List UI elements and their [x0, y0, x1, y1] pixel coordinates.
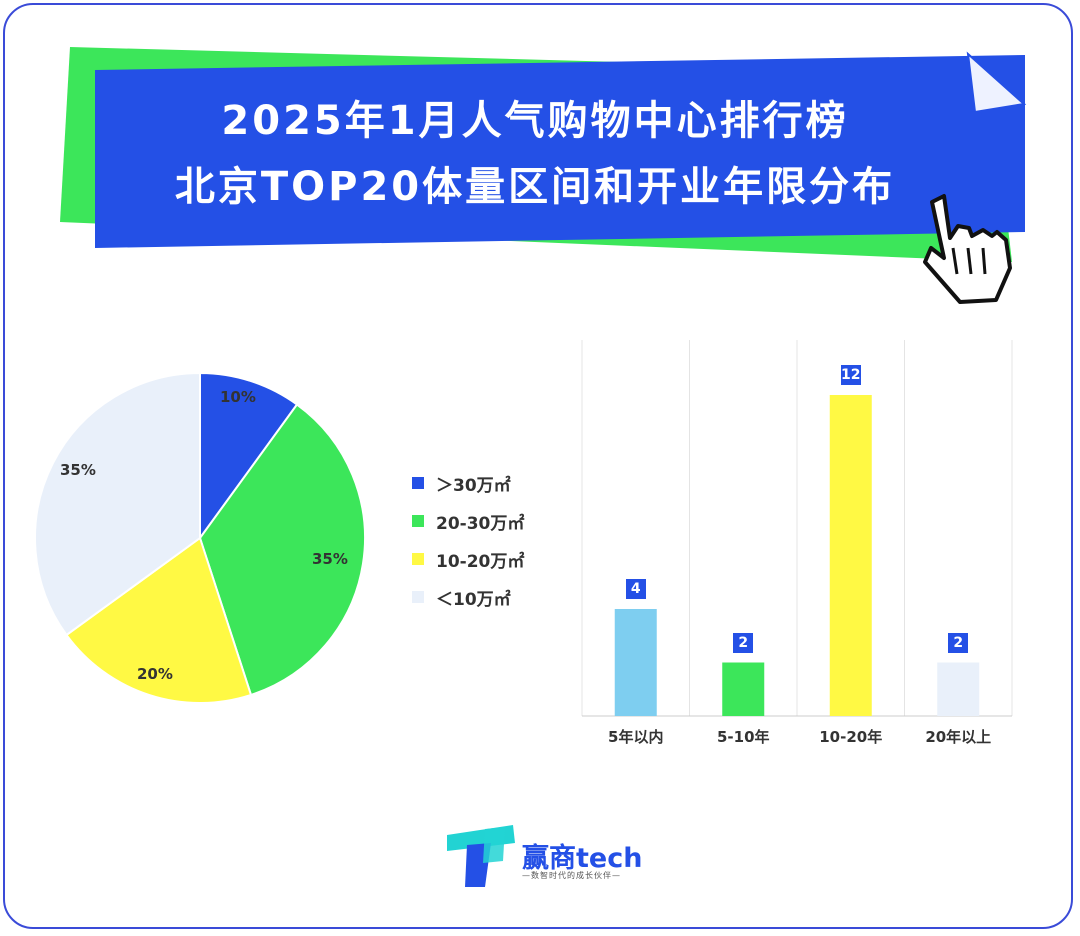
bar	[722, 662, 765, 716]
x-tick-label: 20年以上	[925, 728, 992, 746]
bar-value-label: 4	[625, 579, 646, 599]
legend-item: ＞30万㎡	[412, 464, 524, 502]
legend-label: ＜10万㎡	[436, 589, 511, 610]
pie-slice-label: 10%	[220, 388, 256, 406]
banner-blue-ribbon	[95, 55, 1025, 248]
legend-label: 10-20万㎡	[436, 551, 525, 572]
bar-value-label: 12	[840, 365, 861, 385]
pie-slice	[198, 403, 366, 697]
bar	[614, 609, 657, 716]
page-title-line1: 2025年1月人气购物中心排行榜	[221, 98, 849, 144]
pie-slice-label: 20%	[137, 665, 173, 683]
pie-slice	[65, 536, 253, 704]
logo-slogan: —数智时代的成长伙伴—	[522, 871, 621, 880]
bar	[829, 395, 872, 716]
banner-page-curl	[966, 51, 1027, 114]
legend-item: ＜10万㎡	[412, 578, 524, 616]
legend-label: 20-30万㎡	[436, 513, 525, 534]
title-banner	[60, 47, 1027, 304]
x-tick-label: 5年以内	[608, 728, 664, 746]
pie-slice-label: 35%	[60, 461, 96, 479]
page-title-line2: 北京TOP20体量区间和开业年限分布	[174, 164, 896, 210]
pie-legend: ＞30万㎡ 20-30万㎡ 10-20万㎡ ＜10万㎡	[412, 464, 524, 616]
x-tick-label: 5-10年	[716, 728, 770, 746]
pie-slice-label: 35%	[312, 550, 348, 568]
legend-swatch	[412, 591, 424, 603]
legend-item: 20-30万㎡	[412, 502, 524, 540]
bar-value-label: 2	[948, 632, 969, 653]
logo-text: 赢商tech	[522, 843, 643, 874]
legend-swatch	[412, 477, 424, 489]
legend-swatch	[412, 553, 424, 565]
logo-mark	[447, 825, 515, 887]
bar-value-label: 2	[733, 632, 754, 653]
bar	[937, 662, 980, 716]
pie-slice	[199, 371, 299, 542]
legend-swatch	[412, 515, 424, 527]
x-tick-label: 10-20年	[819, 728, 883, 746]
legend-item: 10-20万㎡	[412, 540, 524, 578]
pie-slice	[34, 371, 201, 637]
legend-label: ＞30万㎡	[436, 475, 511, 496]
pointer-hand-icon	[923, 194, 1012, 304]
